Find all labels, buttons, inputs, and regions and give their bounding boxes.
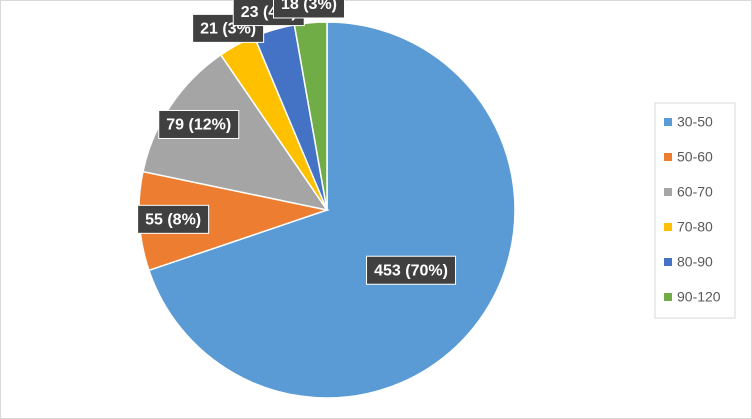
pie-slice: [147, 21, 516, 399]
legend-swatch: [664, 118, 672, 126]
data-label-box: [273, 0, 346, 19]
legend-swatch: [664, 293, 672, 301]
legend-swatch: [664, 188, 672, 196]
legend-frame: [654, 102, 736, 319]
legend-swatch: [664, 153, 672, 161]
data-label-box: [137, 204, 210, 234]
legend-label: 70-80: [677, 219, 713, 235]
legend-label: 60-70: [677, 184, 713, 200]
data-label: 55 (8%): [145, 212, 201, 229]
legend-swatch: [664, 223, 672, 231]
data-label-box: [158, 109, 240, 139]
data-label-box: [366, 255, 457, 285]
data-label: 79 (12%): [166, 117, 231, 134]
data-label: 453 (70%): [374, 262, 448, 279]
legend-label: 80-90: [677, 254, 713, 270]
legend-label: 50-60: [677, 149, 713, 165]
data-label: 18 (3%): [281, 0, 337, 13]
legend-label: 90-120: [677, 289, 721, 305]
legend-label: 30-50: [677, 114, 713, 130]
legend-swatch: [664, 258, 672, 266]
